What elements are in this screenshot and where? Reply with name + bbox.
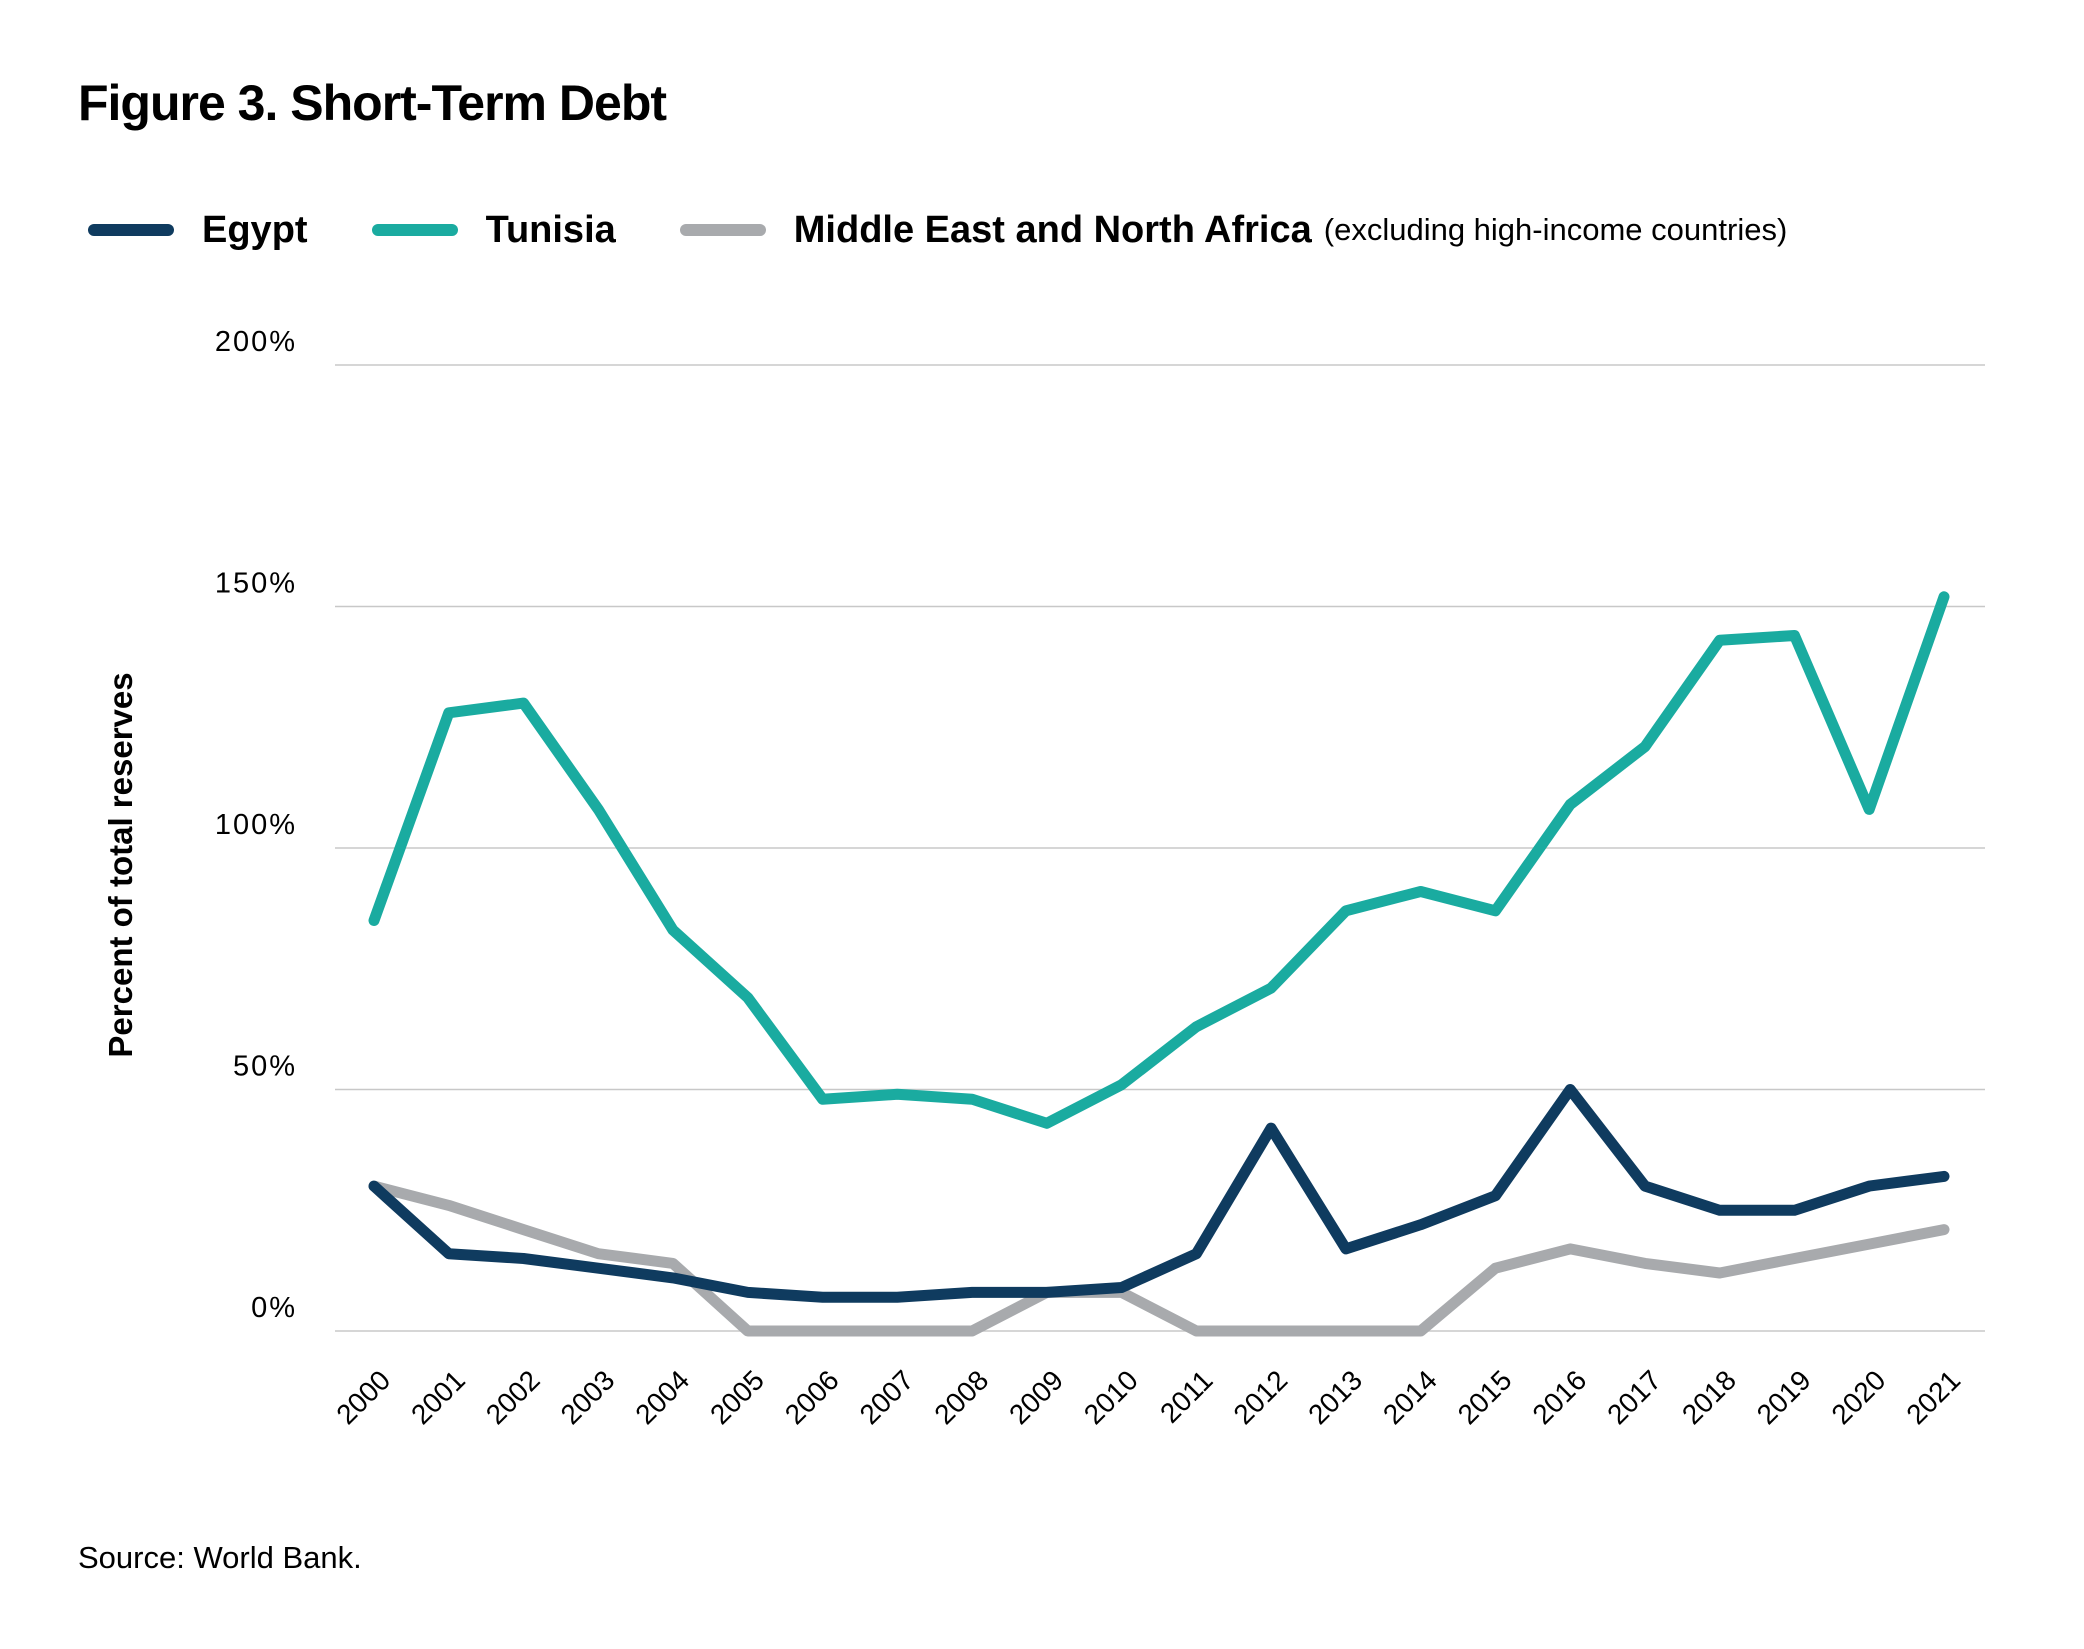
source-note: Source: World Bank.	[78, 1540, 362, 1575]
series-line-tunisia	[368, 591, 1950, 1129]
x-tick-label: 2015	[1452, 1364, 1518, 1430]
legend-item-mena: Middle East and North Africa (excluding …	[679, 208, 1788, 252]
legend-label-tunisia: Tunisia	[485, 208, 616, 251]
y-tick-label: 50%	[233, 1051, 297, 1083]
legend-note-mena: (excluding high-income countries)	[1323, 212, 1788, 247]
x-tick-label: 2000	[330, 1364, 396, 1430]
x-tick-label: 2017	[1601, 1364, 1667, 1430]
x-tick-label: 2019	[1751, 1364, 1817, 1430]
x-tick-label: 2010	[1078, 1364, 1144, 1430]
chart-title: Figure 3. Short-Term Debt	[78, 75, 667, 131]
series-line-middle-east-and-north-africa	[368, 1180, 1950, 1337]
x-tick-label: 2014	[1377, 1364, 1443, 1430]
x-tick-label: 2003	[555, 1364, 621, 1430]
x-tick-label: 2006	[779, 1364, 845, 1430]
x-tick-label: 2001	[405, 1364, 471, 1430]
legend-label-mena: Middle East and North Africa	[793, 208, 1312, 251]
legend-item-tunisia: Tunisia	[371, 208, 616, 252]
legend-swatch-tunisia	[371, 224, 458, 236]
series-lines	[368, 591, 1950, 1337]
x-tick-label: 2021	[1900, 1364, 1966, 1430]
y-tick-label: 0%	[251, 1292, 297, 1324]
y-axis-label: Percent of total reserves	[102, 672, 139, 1057]
y-tick-label: 100%	[215, 809, 297, 841]
x-tick-label: 2002	[480, 1364, 546, 1430]
legend-item-egypt: Egypt	[88, 209, 308, 252]
series-line-egypt	[368, 1084, 1950, 1303]
x-tick-label: 2013	[1302, 1364, 1368, 1430]
legend-swatch-egypt	[88, 224, 174, 236]
x-tick-label: 2009	[1003, 1364, 1069, 1430]
y-tick-label: 150%	[215, 568, 297, 600]
x-tick-label: 2008	[928, 1364, 994, 1430]
x-tick-label: 2004	[629, 1364, 695, 1430]
x-tick-label: 2020	[1826, 1364, 1892, 1430]
y-axis-ticks: 0% 50% 100% 150% 200%	[215, 326, 297, 1324]
x-tick-label: 2016	[1526, 1364, 1592, 1430]
x-axis-ticks: 2000 2001 2002 2003 2004 2005 2006 2007 2008 2009…	[330, 1364, 1966, 1430]
gridlines	[335, 364, 1985, 1332]
x-tick-label: 2018	[1676, 1364, 1742, 1430]
x-tick-label: 2012	[1227, 1364, 1293, 1430]
legend: Egypt Tunisia Middle East and North Afri…	[88, 200, 1851, 260]
x-tick-label: 2011	[1154, 1364, 1219, 1429]
legend-swatch-mena	[679, 224, 766, 236]
legend-label-egypt: Egypt	[202, 208, 308, 251]
x-tick-label: 2007	[854, 1364, 920, 1430]
x-tick-label: 2005	[704, 1364, 770, 1430]
y-tick-label: 200%	[215, 326, 297, 358]
